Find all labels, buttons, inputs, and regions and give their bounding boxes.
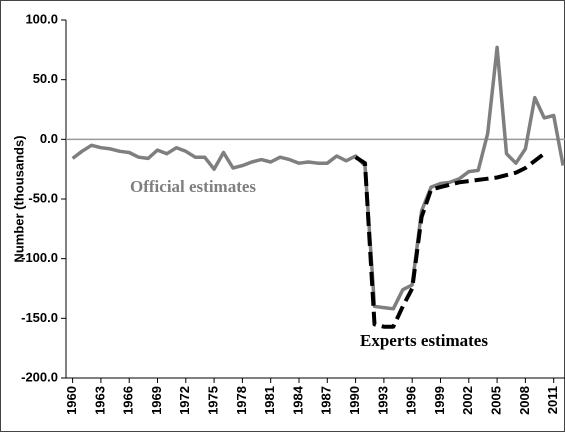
y-axis-label: Number (thousands) [11, 135, 26, 262]
y-tick-label: -150.0 [21, 310, 58, 325]
series-label: Official estimates [130, 177, 256, 196]
x-tick-label: 1984 [290, 385, 305, 415]
x-tick-label: 1975 [206, 386, 221, 415]
x-tick-label: 1999 [432, 386, 447, 415]
x-tick-label: 2008 [517, 386, 532, 415]
x-tick-label: 1993 [375, 386, 390, 415]
x-tick-label: 1960 [64, 386, 79, 415]
series-label: Experts estimates [360, 331, 488, 350]
x-tick-label: 1996 [404, 386, 419, 415]
x-tick-label: 1972 [177, 386, 192, 415]
y-tick-label: 100.0 [25, 11, 58, 26]
series-line [71, 45, 565, 311]
y-tick-label: -100.0 [21, 250, 58, 265]
x-tick-label: 2011 [545, 386, 560, 414]
x-tick-label: 1966 [121, 386, 136, 415]
x-tick-label: 1969 [149, 386, 164, 415]
x-tick-label: 2002 [460, 386, 475, 415]
x-tick-label: 1990 [347, 386, 362, 415]
x-tick-label: 1978 [234, 386, 249, 415]
x-tick-label: 1963 [92, 386, 107, 415]
y-tick-label: -200.0 [21, 369, 58, 384]
x-tick-label: 2005 [489, 386, 504, 415]
y-tick-label: 50.0 [33, 71, 58, 86]
x-tick-label: 1987 [319, 386, 334, 415]
y-tick-label: -50.0 [28, 190, 58, 205]
x-tick-label: 1981 [262, 386, 277, 415]
y-tick-label: 0.0 [40, 131, 58, 146]
series-line [354, 152, 546, 329]
